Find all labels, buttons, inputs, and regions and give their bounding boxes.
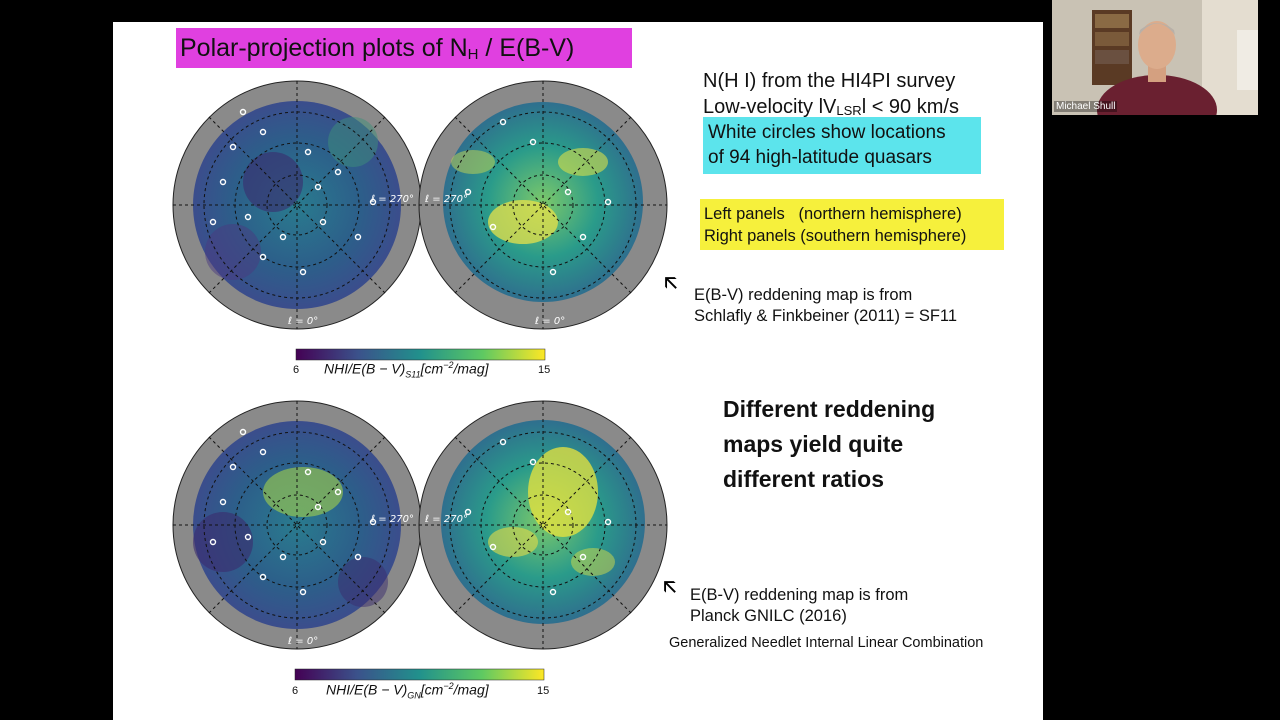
survey-text: N(H I) from the HI4PI survey Low-velocit… bbox=[703, 70, 959, 118]
conclusion-text: Different reddening maps yield quite dif… bbox=[723, 396, 936, 492]
presentation-slide: Polar-projection plots of NH / E(B-V) N(… bbox=[113, 22, 1043, 720]
longitude-label: ℓ = 0° bbox=[288, 316, 318, 327]
pointer-arrow-icon: 🡬 bbox=[663, 574, 677, 599]
longitude-label: ℓ = 270° bbox=[371, 194, 414, 205]
longitude-label: ℓ = 0° bbox=[535, 316, 565, 327]
participant-video bbox=[1052, 0, 1258, 115]
polar-maps-figure: ℓ = 270° ℓ = 270° ℓ = 0° ℓ = 0° ℓ = 270°… bbox=[172, 80, 668, 681]
colorbar-sf11 bbox=[295, 348, 546, 361]
sf11-note: E(B-V) reddening map is from Schlafly & … bbox=[694, 286, 958, 325]
participant-name: Michael Shull bbox=[1054, 101, 1118, 112]
longitude-label: ℓ = 0° bbox=[288, 636, 318, 647]
quasar-note-box: White circles show locations of 94 high-… bbox=[703, 117, 981, 174]
gnilc-definition: Generalized Needlet Internal Linear Comb… bbox=[669, 635, 984, 651]
colorbar-min: 6 bbox=[292, 685, 299, 697]
map-south-gnilc bbox=[418, 400, 668, 650]
map-north-gnilc bbox=[172, 400, 422, 650]
map-north-sf11 bbox=[172, 80, 422, 330]
pointer-arrow-icon: 🡬 bbox=[664, 270, 678, 295]
colorbar-max: 15 bbox=[538, 364, 551, 376]
colorbar-max: 15 bbox=[537, 685, 550, 697]
colorbar-gnilc bbox=[294, 668, 545, 681]
colorbar-label: NHI/E(B − V)GN[cm−2/mag] bbox=[326, 681, 489, 701]
longitude-label: ℓ = 270° bbox=[425, 194, 468, 205]
longitude-label: ℓ = 270° bbox=[425, 514, 468, 525]
participant-video-tile[interactable]: Michael Shull bbox=[1052, 0, 1258, 115]
planck-note: E(B-V) reddening map is from Planck GNIL… bbox=[690, 586, 909, 625]
map-south-sf11 bbox=[418, 80, 668, 330]
slide-title: Polar-projection plots of NH / E(B-V) bbox=[176, 28, 632, 68]
colorbar-label: NHI/E(B − V)S11[cm−2/mag] bbox=[324, 360, 489, 380]
longitude-label: ℓ = 270° bbox=[371, 514, 414, 525]
colorbar-min: 6 bbox=[293, 364, 300, 376]
panel-legend-box: Left panels (northern hemisphere) Right p… bbox=[700, 199, 1004, 250]
